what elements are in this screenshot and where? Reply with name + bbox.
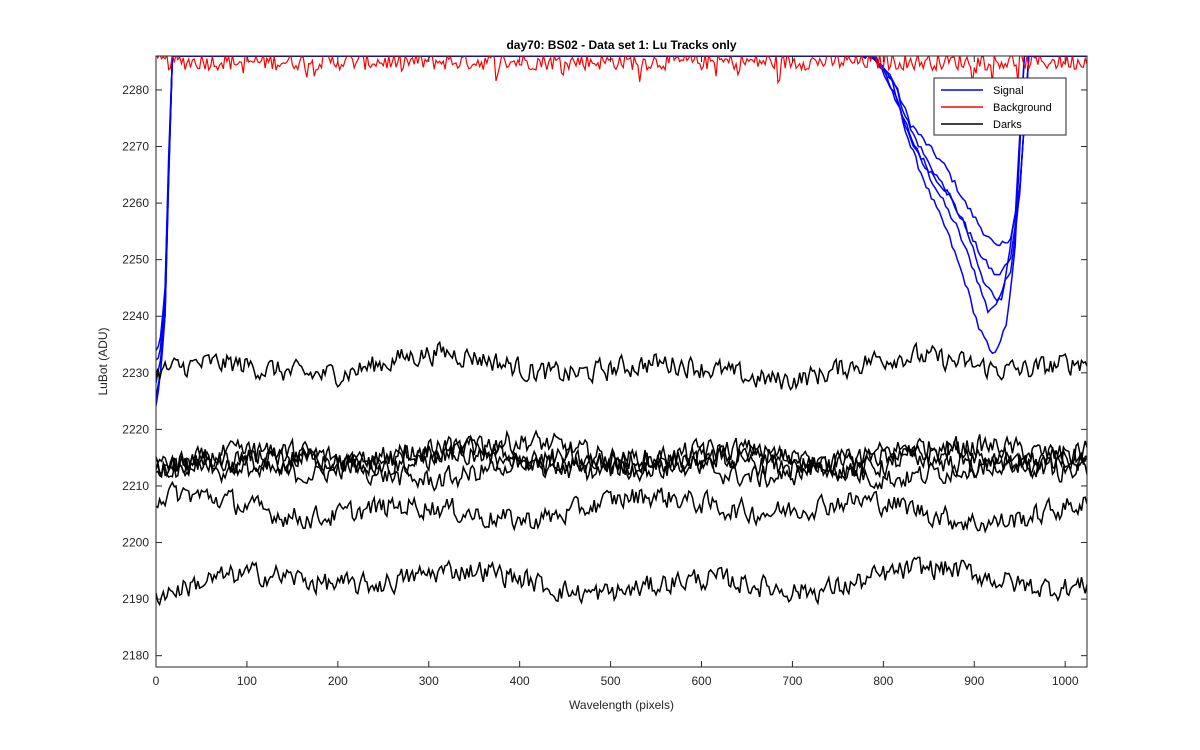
x-tick-label: 200 — [328, 674, 348, 688]
dark-line — [156, 480, 1087, 534]
x-tick-label: 0 — [153, 674, 160, 688]
x-axis-label: Wavelength (pixels) — [569, 698, 674, 712]
y-tick-label: 2250 — [122, 253, 149, 267]
signal-line — [156, 56, 1087, 384]
chart-title: day70: BS02 - Data set 1: Lu Tracks only — [506, 38, 736, 52]
legend-label-background: Background — [993, 102, 1052, 114]
y-tick-label: 2190 — [122, 592, 149, 606]
x-tick-label: 700 — [782, 674, 802, 688]
x-tick-label: 500 — [601, 674, 621, 688]
x-tick-label: 600 — [691, 674, 711, 688]
background-line — [156, 56, 1087, 85]
legend-label-signal: Signal — [993, 85, 1024, 97]
y-tick-label: 2220 — [122, 422, 149, 436]
y-tick-label: 2240 — [122, 309, 149, 323]
dark-line — [156, 556, 1087, 607]
x-tick-label: 1000 — [1052, 674, 1079, 688]
plot-frame — [155, 55, 1088, 668]
y-tick-label: 2270 — [122, 140, 149, 154]
y-tick-label: 2200 — [122, 536, 149, 550]
signal-line — [156, 56, 1087, 361]
signal-line — [156, 56, 1087, 399]
signal-line — [156, 56, 1087, 406]
y-tick-label: 2260 — [122, 196, 149, 210]
y-axis-label: LuBot (ADU) — [96, 327, 110, 395]
x-tick-label: 300 — [419, 674, 439, 688]
legend: Signal Background Darks — [933, 77, 1067, 136]
x-tick-label: 400 — [510, 674, 530, 688]
x-tick-label: 900 — [964, 674, 984, 688]
y-tick-label: 2280 — [122, 83, 149, 97]
y-tick-label: 2210 — [122, 479, 149, 493]
ticks-layer: 0 100 200 300 400 500 600 700 800 900 1000 2180 2190… — [122, 56, 1087, 688]
series-layer — [156, 56, 1087, 607]
y-tick-label: 2230 — [122, 366, 149, 380]
signal-line — [156, 56, 1087, 352]
dark-line — [156, 340, 1087, 391]
x-tick-label: 800 — [873, 674, 893, 688]
x-tick-label: 100 — [237, 674, 257, 688]
y-tick-label: 2180 — [122, 649, 149, 663]
dark-line — [156, 442, 1087, 492]
legend-label-darks: Darks — [993, 119, 1022, 131]
